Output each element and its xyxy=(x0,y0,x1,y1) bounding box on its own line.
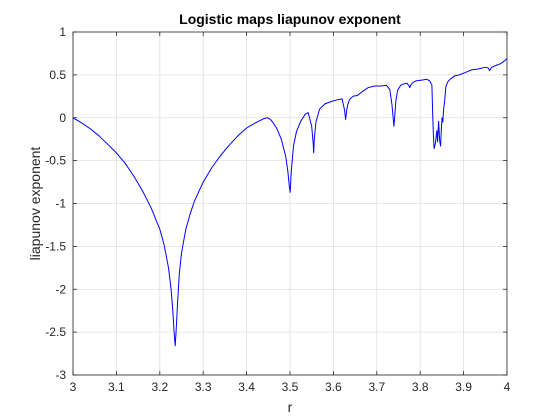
x-tick-label: 3.3 xyxy=(195,380,212,394)
series-line xyxy=(72,58,508,347)
x-tick-label: 3 xyxy=(70,380,77,394)
x-tick-label: 3.6 xyxy=(325,380,342,394)
y-tick-label: -3 xyxy=(55,368,66,382)
x-tick-label: 3.2 xyxy=(151,380,168,394)
y-axis-title: liapunov exponent xyxy=(27,147,43,261)
y-tick-label: -2 xyxy=(55,282,66,296)
grid xyxy=(72,31,508,376)
x-tick-label: 3.5 xyxy=(282,380,299,394)
ticks xyxy=(72,31,508,376)
chart-title: Logistic maps liapunov exponent xyxy=(179,11,401,27)
x-tick-labels: 3 3.1 3.2 3.3 3.4 3.5 3.6 3.7 3.8 3.9 4 xyxy=(70,380,511,394)
y-tick-label: 0 xyxy=(59,111,66,125)
x-tick-label: 3.4 xyxy=(238,380,255,394)
y-tick-label: -0.5 xyxy=(45,154,66,168)
y-tick-label: -1 xyxy=(55,197,66,211)
x-tick-label: 3.7 xyxy=(368,380,385,394)
y-tick-label: -1.5 xyxy=(45,239,66,253)
y-tick-label: -2.5 xyxy=(45,325,66,339)
y-tick-labels: -3 -2.5 -2 -1.5 -1 -0.5 0 0.5 1 xyxy=(45,25,66,382)
x-tick-label: 3.1 xyxy=(108,380,125,394)
x-axis-title: r xyxy=(288,399,293,415)
y-tick-label: 1 xyxy=(59,25,66,39)
x-tick-label: 3.8 xyxy=(412,380,429,394)
x-tick-label: 3.9 xyxy=(455,380,472,394)
y-tick-label: 0.5 xyxy=(49,68,66,82)
x-tick-label: 4 xyxy=(504,380,511,394)
